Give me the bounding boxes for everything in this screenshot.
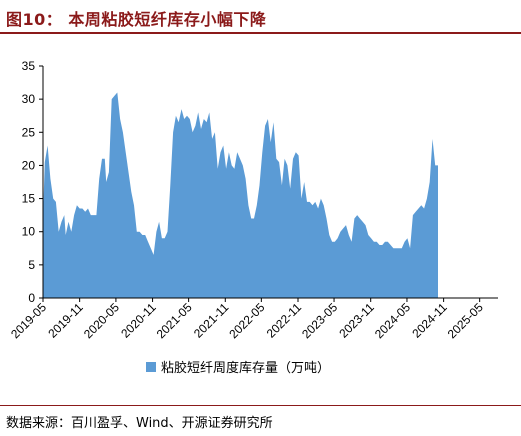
source-divider [0,405,521,406]
x-tick-label: 2024-05 [372,300,413,341]
x-tick-label: 2019-11 [45,300,86,341]
y-tick-label: 30 [22,92,36,106]
area-chart: 0 5 10 15 20 25 30 35 2019-052019-112020-052020… [8,59,498,376]
x-tick-label: 2025-05 [445,300,486,341]
title-divider [0,32,521,34]
x-tick-label: 2023-05 [299,300,340,341]
x-tick-label: 2024-11 [409,300,450,341]
y-tick-label: 20 [22,158,36,172]
x-tick-label: 2021-11 [191,300,232,341]
y-tick-label: 35 [22,59,36,73]
x-tick-label: 2020-05 [81,300,122,341]
x-tick-label: 2022-11 [264,300,305,341]
y-tick-label: 0 [28,291,35,305]
y-tick-label: 10 [22,225,36,239]
x-axis: 2019-052019-112020-052020-112021-052021-… [8,297,498,341]
source-note: 数据来源：百川盈孚、Wind、开源证券研究所 [6,416,273,431]
series-area [43,92,439,298]
y-tick-label: 15 [22,192,36,206]
chart-title: 图10： 本周粘胶短纤库存小幅下降 [6,10,267,29]
x-tick-label: 2022-05 [226,300,267,341]
y-axis: 0 5 10 15 20 25 30 35 [22,59,44,305]
legend-label: 粘胶短纤周度库存量（万吨） [161,360,330,376]
x-tick-label: 2020-11 [118,300,159,341]
x-tick-label: 2019-05 [8,300,49,341]
y-tick-label: 25 [22,125,36,139]
legend: 粘胶短纤周度库存量（万吨） [146,360,330,376]
legend-swatch [146,362,156,372]
y-tick-label: 5 [28,258,35,272]
x-tick-label: 2023-11 [336,300,377,341]
x-tick-label: 2021-05 [154,300,195,341]
plot-area [43,92,439,298]
